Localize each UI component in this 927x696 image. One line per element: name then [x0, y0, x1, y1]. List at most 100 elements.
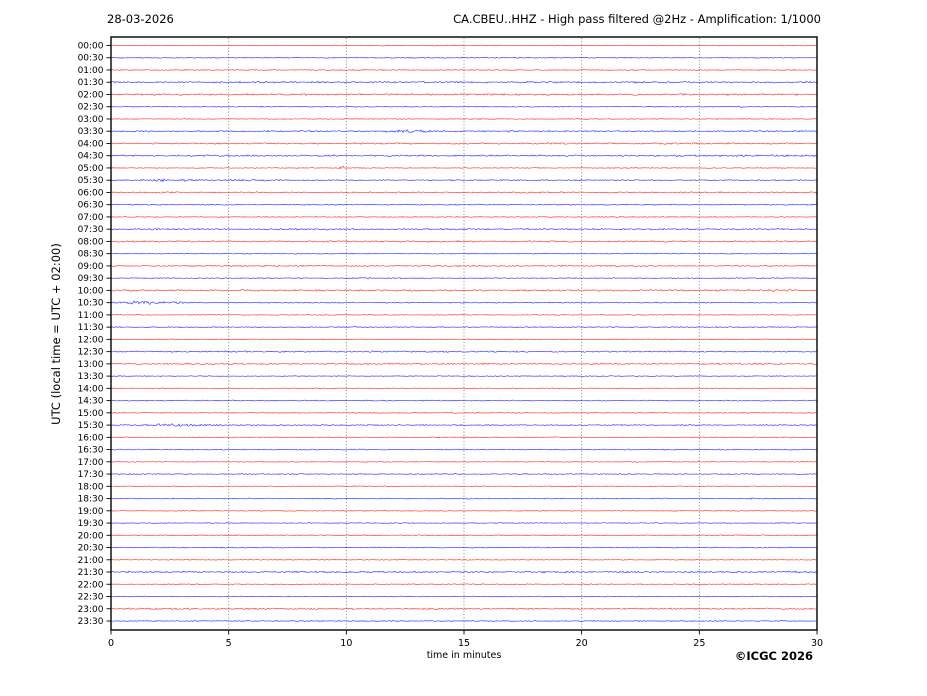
- y-tick-label: 03:00: [78, 115, 104, 125]
- trace-row: [110, 288, 818, 293]
- trace-row: [110, 546, 818, 549]
- x-tick-label: 30: [811, 638, 823, 649]
- trace-row: [110, 264, 818, 268]
- trace-row: [110, 473, 818, 476]
- trace-row: [110, 399, 818, 402]
- y-tick-label: 14:00: [78, 384, 104, 394]
- y-tick-label: 17:30: [78, 470, 104, 480]
- x-tick-label: 0: [108, 638, 114, 649]
- trace-row: [110, 558, 818, 561]
- y-tick-label: 12:00: [78, 335, 104, 345]
- trace-row: [110, 203, 818, 206]
- trace-row: [110, 191, 818, 194]
- y-tick-label: 00:30: [78, 54, 104, 64]
- trace-row: [110, 277, 818, 280]
- y-tick-label: 00:00: [78, 42, 104, 52]
- y-tick-label: 16:00: [78, 433, 104, 443]
- y-tick-label: 11:00: [78, 311, 104, 321]
- y-tick-label: 02:00: [78, 90, 104, 100]
- trace-row: [110, 362, 818, 366]
- plot-title: CA.CBEU..HHZ - High pass filtered @2Hz -…: [453, 12, 821, 26]
- y-tick-label: 18:30: [78, 495, 104, 505]
- trace-row: [110, 216, 818, 218]
- y-tick-label: 13:30: [78, 372, 104, 382]
- trace-row: [110, 619, 818, 623]
- trace-row: [110, 165, 818, 170]
- y-tick-label: 20:00: [78, 531, 104, 541]
- trace-row: [110, 105, 818, 108]
- trace-row: [110, 350, 818, 353]
- x-axis-label: time in minutes: [426, 650, 502, 661]
- y-tick-label: 07:00: [78, 213, 104, 223]
- y-tick-label: 03:30: [78, 127, 104, 137]
- trace-row: [110, 436, 818, 439]
- y-tick-label: 05:30: [78, 176, 104, 186]
- y-tick-label: 09:00: [78, 262, 104, 272]
- trace-row: [110, 300, 818, 305]
- trace-row: [110, 509, 818, 512]
- trace-row: [111, 522, 818, 524]
- trace-row: [110, 595, 818, 598]
- y-tick-label: 20:30: [78, 544, 104, 554]
- x-tick-label: 5: [226, 638, 232, 649]
- y-tick-label: 01:00: [78, 66, 104, 76]
- trace-row: [110, 44, 818, 47]
- y-tick-label: 21:00: [78, 556, 104, 566]
- y-tick-label: 07:30: [78, 225, 104, 235]
- trace-row: [110, 252, 818, 255]
- trace-row: [110, 92, 818, 96]
- trace-row: [110, 583, 818, 586]
- y-tick-label: 23:30: [78, 617, 104, 627]
- y-tick-label: 19:00: [78, 507, 104, 517]
- y-tick-label: 09:30: [78, 274, 104, 284]
- y-tick-label: 10:30: [78, 299, 104, 309]
- trace-row: [110, 178, 818, 183]
- y-tick-label: 14:30: [78, 397, 104, 407]
- y-tick-label: 15:00: [78, 409, 104, 419]
- y-tick-label: 06:30: [78, 201, 104, 211]
- trace-row: [110, 142, 818, 145]
- y-tick-label: 13:00: [78, 360, 104, 370]
- y-tick-label: 22:30: [78, 593, 104, 603]
- y-tick-label: 16:30: [78, 446, 104, 456]
- x-tick-label: 25: [693, 638, 705, 649]
- y-tick-label: 06:00: [78, 188, 104, 198]
- trace-row: [110, 411, 818, 414]
- trace-row: [110, 338, 818, 341]
- trace-row: [110, 570, 818, 574]
- trace-row: [110, 154, 818, 158]
- y-tick-label: 23:00: [78, 605, 104, 615]
- trace-row: [110, 448, 818, 451]
- y-tick-label: 08:00: [78, 237, 104, 247]
- copyright-label: ©ICGC 2026: [734, 649, 813, 663]
- y-tick-label: 17:00: [78, 458, 104, 468]
- x-tick-label: 15: [458, 638, 470, 649]
- trace-row: [110, 227, 818, 231]
- trace-row: [111, 239, 818, 243]
- y-tick-label: 05:00: [78, 164, 104, 174]
- trace-row: [110, 56, 818, 59]
- y-tick-label: 18:00: [78, 482, 104, 492]
- y-tick-label: 02:30: [78, 103, 104, 113]
- y-tick-label: 08:30: [78, 250, 104, 260]
- y-tick-label: 21:30: [78, 568, 104, 578]
- y-tick-label: 22:00: [78, 580, 104, 590]
- trace-row: [110, 534, 818, 537]
- trace-row: [110, 375, 818, 377]
- trace-row: [110, 80, 818, 84]
- plot-date: 28-03-2026: [107, 12, 174, 26]
- y-tick-label: 10:00: [78, 286, 104, 296]
- trace-row: [110, 129, 818, 134]
- trace-row: [110, 387, 818, 390]
- trace-row: [110, 423, 818, 427]
- trace-row: [110, 68, 818, 71]
- trace-row: [110, 326, 818, 329]
- y-tick-label: 19:30: [78, 519, 104, 529]
- y-tick-label: 01:30: [78, 78, 104, 88]
- trace-row: [110, 118, 818, 120]
- y-tick-label: 04:00: [78, 139, 104, 149]
- trace-row: [110, 607, 818, 611]
- trace-row: [110, 485, 818, 488]
